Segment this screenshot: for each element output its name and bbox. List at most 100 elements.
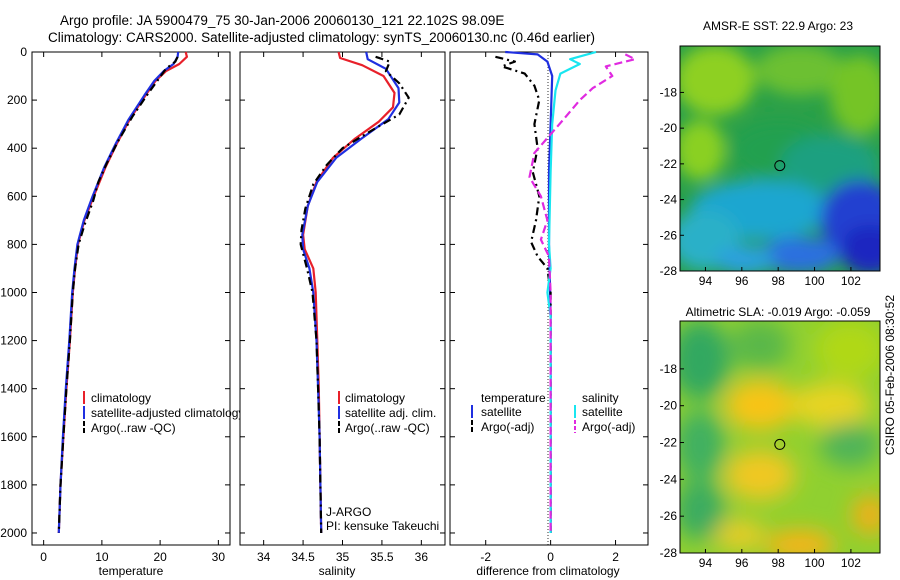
y-tick-label: 1600 [0,430,27,444]
y-tick-label: 200 [7,93,27,107]
y-tick-label: -28 [660,546,678,560]
temperature-legend: climatology satellite-adjusted climatolo… [83,391,244,435]
x-tick-label: 34.5 [291,550,315,564]
difference-yticks [450,51,648,534]
sla-map-panel: Altimetric SLA: -0.019 Argo: -0.059 94 96… [660,305,881,570]
legend-label-sal-argo: Argo(-adj) [582,420,635,434]
x-tick-label: 2 [612,550,619,564]
x-tick-label: 0 [40,550,47,564]
y-tick-label: 800 [7,237,27,251]
y-tick-label: 1800 [0,478,27,492]
sst-heatmap [680,46,880,271]
x-tick-label: -2 [480,550,491,564]
legend-label-satellite-adjusted: satellite-adjusted climatology [91,406,244,420]
sst-map-xticks: 94 96 98 100 102 [699,267,861,288]
difference-legend: temperature salinity satellite Argo(-adj… [471,391,635,434]
y-tick-label: 1000 [0,285,27,299]
salinity-annotation-pi: PI: kensuke Takeuchi [326,519,439,533]
x-tick-label: 100 [805,556,825,570]
salinity-legend: climatology satellite adj. clim. Argo(..… [338,391,436,435]
difference-xticks: -2 0 2 [480,52,619,564]
sla-map-xticks: 94 96 98 100 102 [699,549,861,570]
legend-header-temperature: temperature [481,391,546,405]
sla-argo-location-marker [774,438,786,450]
series-line-argo-raw-qc [57,56,179,534]
legend-header-salinity: salinity [582,391,619,405]
sla-map-title: Altimetric SLA: -0.019 Argo: -0.059 [686,305,871,319]
y-tick-label: 1200 [0,334,27,348]
sla-map-frame [679,320,881,554]
salinity-xlabel: salinity [319,564,356,578]
legend-label-argo: Argo(..raw -QC) [345,421,430,435]
legend-label-argo: Argo(..raw -QC) [91,421,176,435]
y-tick-label: -26 [660,228,678,242]
legend-label-climatology: climatology [345,391,405,405]
salinity-xticks: 34 34.5 35 35.5 36 [257,52,428,564]
x-tick-label: 0 [547,550,554,564]
sst-map-title: AMSR-E SST: 22.9 Argo: 23 [703,19,853,33]
salinity-annotation-program: J-ARGO [326,505,371,519]
salinity-yticks [240,51,445,534]
sst-map-frame [679,45,881,272]
temperature-xticks: 0 10 20 30 [40,52,225,564]
difference-xlabel: difference from climatology [476,564,619,578]
x-tick-label: 102 [841,556,861,570]
y-tick-label: 0 [20,45,27,59]
sla-heatmap [680,321,880,553]
y-tick-label: 1400 [0,382,27,396]
temperature-yticks: 0 200 400 600 800 1000 1200 1400 1600 1800 2000 [0,45,230,540]
x-tick-label: 100 [805,274,825,288]
x-tick-label: 36 [415,550,429,564]
y-tick-label: -22 [660,436,678,450]
sst-map-yticks: -18 -20 -22 -24 -26 -28 [660,85,684,278]
sst-argo-location-marker [774,160,786,172]
y-tick-label: -28 [660,264,678,278]
figure-title-line1: Argo profile: JA 5900479_75 30-Jan-2006 … [60,13,504,28]
salinity-axes-frame [239,51,446,546]
temperature-panel: 0 200 400 600 800 1000 1200 1400 1600 1800 2000 0 1… [0,45,244,578]
legend-label-satellite-adj-clim: satellite adj. clim. [345,406,436,420]
x-tick-label: 10 [95,550,109,564]
y-tick-label: 600 [7,189,27,203]
legend-label-temp-satellite: satellite [481,405,522,419]
x-tick-label: 94 [699,556,713,570]
y-tick-label: -18 [660,85,678,99]
x-tick-label: 34 [257,550,271,564]
salinity-series [299,51,410,534]
x-tick-label: 98 [772,274,786,288]
x-tick-label: 96 [735,556,749,570]
legend-label-climatology: climatology [91,391,151,405]
temperature-xlabel: temperature [99,564,164,578]
sla-map-yticks: -18 -20 -22 -24 -26 -28 [660,362,684,560]
temperature-axes-frame [31,51,231,546]
salinity-panel: 34 34.5 35 35.5 36 salinity climatology sate… [239,51,446,578]
x-tick-label: 35.5 [370,550,394,564]
x-tick-label: 35 [336,550,350,564]
series-line-salinity-satellite [546,50,597,533]
y-tick-label: -22 [660,157,678,171]
legend-label-temp-argo: Argo(-adj) [481,420,534,434]
y-tick-label: -24 [660,193,678,207]
y-tick-label: -20 [660,121,678,135]
legend-label-sal-satellite: satellite [582,405,623,419]
y-tick-label: -24 [660,472,678,486]
x-tick-label: 94 [699,274,713,288]
figure-title-line2: Climatology: CARS2000. Satellite-adjuste… [48,30,595,45]
y-tick-label: 400 [7,141,27,155]
x-tick-label: 30 [212,550,226,564]
series-line-argo-raw-qc [299,55,410,534]
difference-panel: -2 0 2 difference from climatology tempera… [449,50,649,578]
difference-series [495,50,637,533]
sst-map-panel: AMSR-E SST: 22.9 Argo: 23 94 96 98 100 102 -… [660,19,881,288]
y-tick-label: 2000 [0,526,27,540]
x-tick-label: 102 [841,274,861,288]
temperature-series [57,51,188,534]
y-tick-label: -26 [660,509,678,523]
y-tick-label: -20 [660,399,678,413]
x-tick-label: 98 [772,556,786,570]
creator-timestamp: CSIRO 05-Feb-2006 08:30:52 [883,295,897,455]
x-tick-label: 96 [735,274,749,288]
series-line-salinity-argo-adj [528,53,637,533]
x-tick-label: 20 [153,550,167,564]
